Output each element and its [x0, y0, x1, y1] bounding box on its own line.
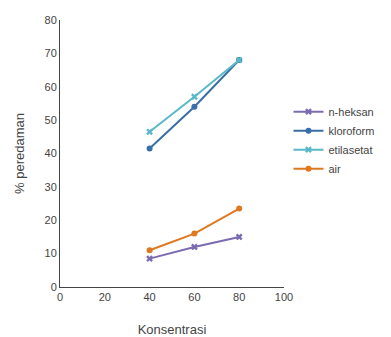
svg-text:20: 20 — [99, 291, 111, 303]
svg-text:kloroform: kloroform — [328, 125, 374, 137]
svg-text:30: 30 — [45, 181, 57, 193]
svg-text:0: 0 — [51, 281, 57, 293]
svg-text:80: 80 — [45, 14, 57, 26]
svg-text:10: 10 — [45, 247, 57, 259]
svg-text:60: 60 — [45, 81, 57, 93]
svg-text:40: 40 — [143, 291, 155, 303]
svg-text:70: 70 — [45, 47, 57, 59]
svg-text:60: 60 — [188, 291, 200, 303]
svg-text:20: 20 — [45, 214, 57, 226]
svg-text:air: air — [328, 163, 341, 175]
svg-text:n-heksan: n-heksan — [328, 106, 373, 118]
svg-text:Konsentrasi: Konsentrasi — [138, 322, 207, 337]
svg-text:100: 100 — [275, 291, 293, 303]
svg-text:50: 50 — [45, 114, 57, 126]
svg-text:80: 80 — [233, 291, 245, 303]
svg-text:etilasetat: etilasetat — [328, 144, 372, 156]
svg-text:% peredaman: % peredaman — [12, 113, 27, 194]
svg-text:0: 0 — [57, 291, 63, 303]
svg-text:40: 40 — [45, 147, 57, 159]
